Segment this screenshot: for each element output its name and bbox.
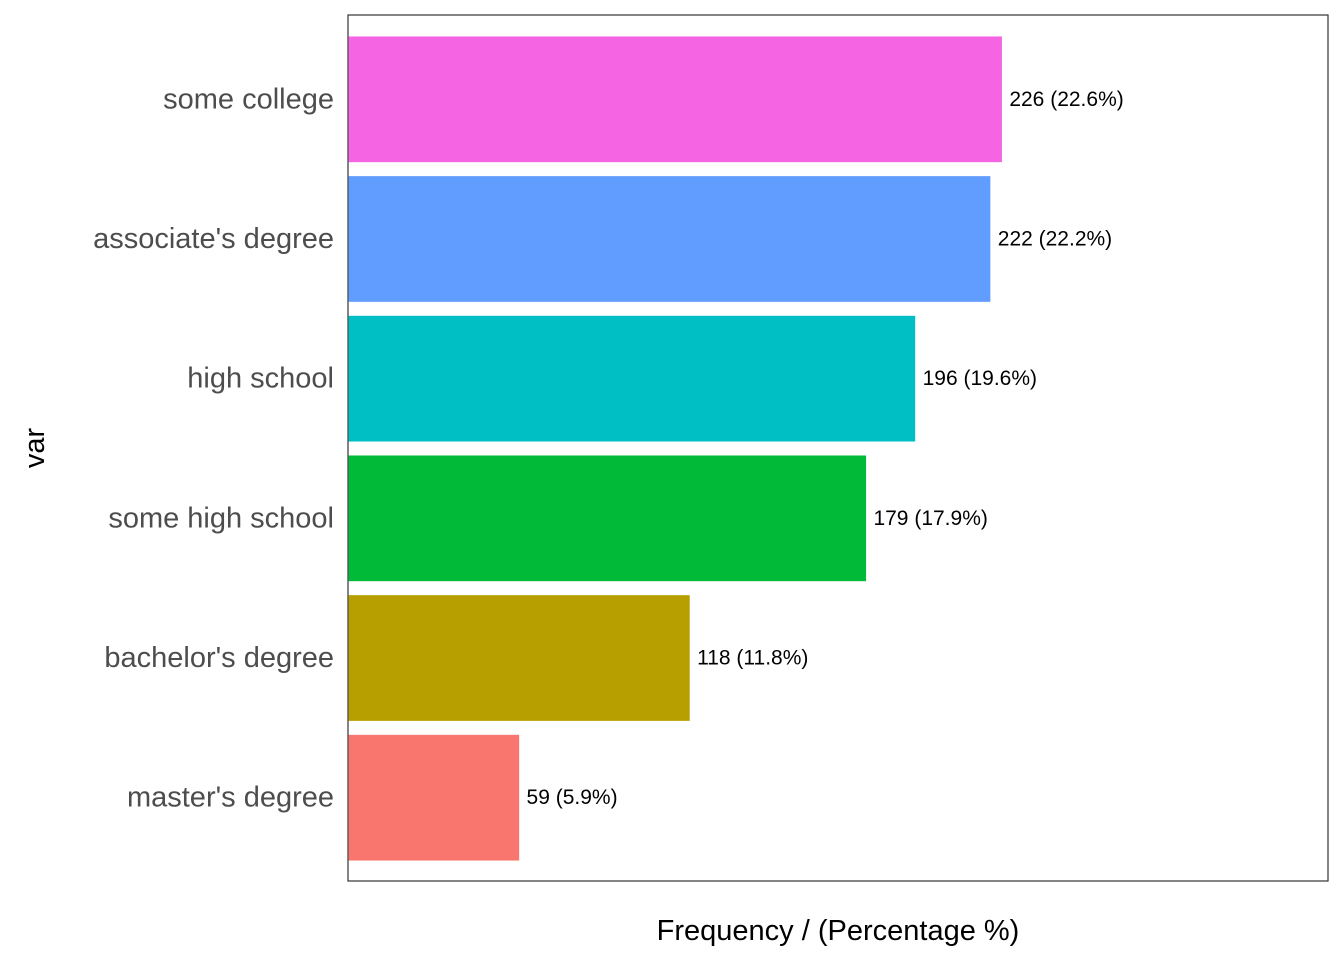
category-labels-layer: some college associate's degree high schoo… bbox=[93, 83, 334, 813]
value-label-bachelor-s-degree: 118 (11.8%) bbox=[697, 647, 808, 670]
bar-some-high-school bbox=[348, 455, 867, 582]
x-axis-title: Frequency / (Percentage %) bbox=[657, 915, 1020, 947]
value-label-associate-s-degree: 222 (22.2%) bbox=[998, 227, 1112, 250]
bar-high-school bbox=[348, 315, 916, 442]
value-label-some-high-school: 179 (17.9%) bbox=[873, 507, 987, 530]
bar-some-college bbox=[348, 36, 1002, 163]
value-labels-layer: 226 (22.6%) 222 (22.2%) 196 (19.6%) 179 (17… bbox=[527, 88, 1124, 809]
value-label-some-college: 226 (22.6%) bbox=[1009, 88, 1123, 111]
category-label-associate-s-degree: associate's degree bbox=[93, 223, 334, 255]
bar-master-s-degree bbox=[348, 734, 520, 861]
value-label-high-school: 196 (19.6%) bbox=[923, 367, 1037, 390]
bar-associate-s-degree bbox=[348, 176, 991, 302]
bars-layer bbox=[348, 36, 1002, 861]
category-label-master-s-degree: master's degree bbox=[127, 782, 334, 814]
bar-bachelor-s-degree bbox=[348, 595, 690, 721]
category-label-some-high-school: some high school bbox=[108, 502, 334, 534]
y-axis-title: var bbox=[19, 428, 51, 469]
category-label-some-college: some college bbox=[163, 83, 334, 115]
category-label-bachelor-s-degree: bachelor's degree bbox=[104, 642, 334, 674]
category-label-high-school: high school bbox=[187, 363, 334, 395]
value-label-master-s-degree: 59 (5.9%) bbox=[527, 786, 618, 809]
